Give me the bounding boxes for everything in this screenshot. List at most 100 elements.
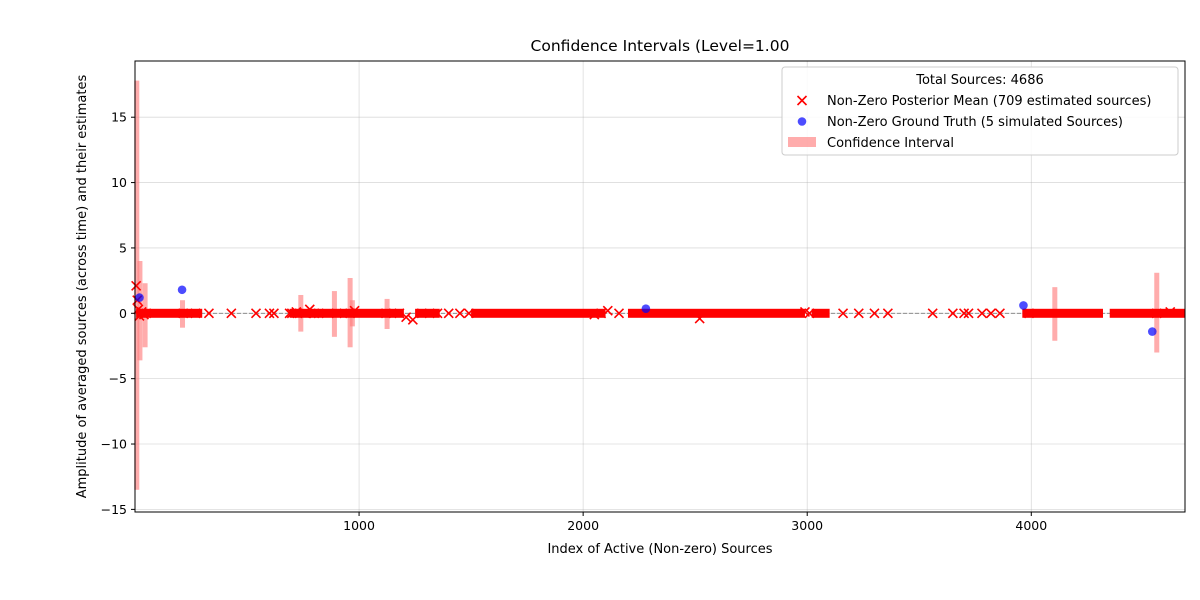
marker-stroke xyxy=(331,308,342,319)
posterior-mean-marker xyxy=(958,308,970,319)
marker-stroke xyxy=(602,305,613,316)
posterior-mean-marker xyxy=(250,308,262,319)
x-tick-label: 2000 xyxy=(567,518,599,533)
posterior-mean-marker xyxy=(331,308,342,319)
legend-entry-confidence-interval: Confidence Interval xyxy=(827,136,954,151)
marker-stroke xyxy=(284,308,295,319)
legend-title: Total Sources: 4686 xyxy=(915,73,1044,88)
posterior-mean-marker xyxy=(463,308,474,319)
x-axis-label: Index of Active (Non-zero) Sources xyxy=(547,542,772,557)
posterior-mean-marker xyxy=(394,308,405,319)
marker-stroke xyxy=(963,308,974,319)
legend-marker-ground-truth xyxy=(797,117,807,126)
posterior-mean-marker xyxy=(869,308,880,319)
y-tick-label: −15 xyxy=(101,502,127,517)
posterior-mean-marker xyxy=(291,306,302,318)
dense-estimate-cluster xyxy=(1109,308,1185,318)
ground-truth-marker xyxy=(135,293,144,302)
marker-stroke xyxy=(1151,308,1162,319)
marker-stroke xyxy=(141,308,152,319)
y-tick-label: 0 xyxy=(119,306,127,321)
marker-stroke xyxy=(454,308,465,319)
y-axis-label: Amplitude of averaged sources (across ti… xyxy=(75,75,90,499)
x-tick-label: 1000 xyxy=(343,518,375,533)
marker-stroke xyxy=(994,308,1005,319)
posterior-mean-marker xyxy=(131,280,142,291)
marker-stroke xyxy=(853,308,864,319)
posterior-mean-marker xyxy=(178,308,189,319)
marker-stroke xyxy=(190,308,201,319)
marker-stroke xyxy=(203,308,215,319)
marker-stroke xyxy=(407,314,418,325)
posterior-mean-marker xyxy=(963,308,974,319)
y-tick-label: 10 xyxy=(111,175,127,190)
posterior-mean-marker xyxy=(927,308,938,319)
posterior-mean-marker xyxy=(853,308,864,319)
legend-box xyxy=(781,66,1179,156)
marker-stroke xyxy=(613,308,625,319)
posterior-mean-marker xyxy=(838,308,849,319)
posterior-mean-markers xyxy=(131,280,1176,325)
posterior-mean-marker xyxy=(407,314,418,325)
posterior-mean-marker xyxy=(1165,306,1176,318)
marker-stroke xyxy=(264,308,275,319)
marker-stroke xyxy=(869,308,880,319)
marker-stroke xyxy=(313,308,324,319)
marker-stroke xyxy=(958,308,970,319)
marker-stroke xyxy=(596,308,607,319)
posterior-mean-marker xyxy=(380,308,392,319)
x-tick-label: 4000 xyxy=(1015,518,1047,533)
dense-estimate-cluster xyxy=(627,308,805,318)
dense-estimate-cluster xyxy=(415,308,440,318)
ground-truth-marker xyxy=(1019,301,1028,310)
posterior-mean-marker xyxy=(141,308,152,319)
dense-estimate-cluster xyxy=(1022,308,1103,318)
marker-stroke xyxy=(226,308,237,319)
dense-estimate-cluster xyxy=(289,308,404,318)
marker-stroke xyxy=(1023,308,1035,319)
posterior-mean-marker xyxy=(602,305,613,316)
y-tick-label: −10 xyxy=(101,437,127,452)
legend-marker-posterior-mean xyxy=(796,95,808,106)
marker-stroke xyxy=(796,95,808,106)
dense-estimate-band xyxy=(136,308,1185,318)
marker-stroke xyxy=(947,308,958,319)
marker-stroke xyxy=(416,308,427,319)
posterior-mean-marker xyxy=(443,308,454,319)
marker-stroke xyxy=(976,308,988,319)
marker-stroke xyxy=(131,280,142,291)
marker-stroke xyxy=(463,308,474,319)
marker-stroke xyxy=(694,313,705,324)
posterior-mean-marker xyxy=(190,308,201,319)
marker-stroke xyxy=(250,308,262,319)
marker-stroke xyxy=(268,308,279,319)
legend-marker-confidence-interval xyxy=(788,137,816,147)
marker-stroke xyxy=(927,308,938,319)
ground-truth-marker xyxy=(641,304,651,314)
posterior-mean-marker xyxy=(1151,308,1162,319)
marker-stroke xyxy=(401,312,412,323)
plot-frame xyxy=(134,60,1186,513)
posterior-mean-marker xyxy=(454,308,465,319)
posterior-mean-marker xyxy=(882,308,893,319)
marker-stroke xyxy=(1165,306,1176,318)
marker-stroke xyxy=(349,305,360,316)
marker-stroke xyxy=(443,308,454,319)
marker-stroke xyxy=(178,308,189,319)
posterior-mean-marker xyxy=(994,308,1005,319)
posterior-mean-marker xyxy=(804,308,815,319)
posterior-mean-marker xyxy=(264,308,275,319)
posterior-mean-marker xyxy=(985,308,997,319)
posterior-mean-marker xyxy=(694,313,705,324)
dense-estimate-cluster xyxy=(811,308,830,318)
marker-stroke xyxy=(291,306,302,318)
posterior-mean-marker xyxy=(432,308,443,319)
marker-stroke xyxy=(799,306,811,318)
posterior-mean-marker xyxy=(226,308,237,319)
posterior-mean-marker xyxy=(309,308,320,319)
ground-truth-marker xyxy=(1147,327,1157,336)
axis-ticks: 1000 2000 3000 4000 −15 −10 −5 0 5 10 15 xyxy=(101,110,1048,533)
posterior-mean-marker xyxy=(349,305,360,316)
posterior-mean-marker xyxy=(976,308,988,319)
